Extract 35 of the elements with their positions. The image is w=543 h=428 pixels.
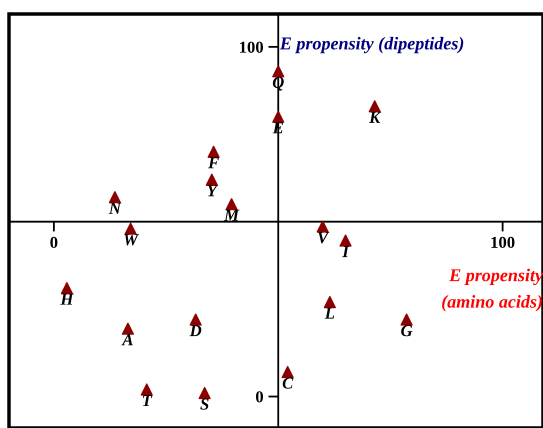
point: [324, 296, 336, 308]
point: [60, 282, 73, 294]
point: [316, 220, 329, 233]
annotation: I: [342, 246, 350, 258]
annotation: G: [401, 325, 412, 336]
point: [198, 386, 211, 400]
annotation: Y: [208, 185, 218, 196]
point: [339, 234, 352, 247]
annotation: L: [324, 308, 334, 319]
annotation: M: [224, 210, 240, 221]
point: [108, 191, 121, 204]
annotation: F: [208, 157, 219, 168]
point: [206, 174, 218, 186]
annotation: S: [200, 398, 209, 410]
annotation: N: [108, 202, 122, 214]
annotation: D: [190, 325, 202, 336]
point: [272, 110, 284, 123]
point: [226, 198, 238, 210]
point: [282, 366, 294, 378]
point: [122, 322, 134, 335]
annotation: V: [318, 232, 330, 244]
annotation: C: [282, 378, 294, 389]
point: [368, 100, 381, 112]
point: [190, 314, 202, 326]
point: [272, 65, 284, 78]
point: [124, 222, 137, 235]
point: [208, 146, 220, 158]
y-axis-title: E propensity (dipeptides): [280, 36, 464, 54]
annotation: K: [369, 112, 382, 123]
annotation: W: [124, 234, 139, 246]
annotation: A: [121, 334, 133, 346]
annotation: H: [60, 294, 74, 305]
annotation: T: [142, 395, 152, 406]
point: [140, 383, 153, 396]
point: [400, 314, 413, 326]
